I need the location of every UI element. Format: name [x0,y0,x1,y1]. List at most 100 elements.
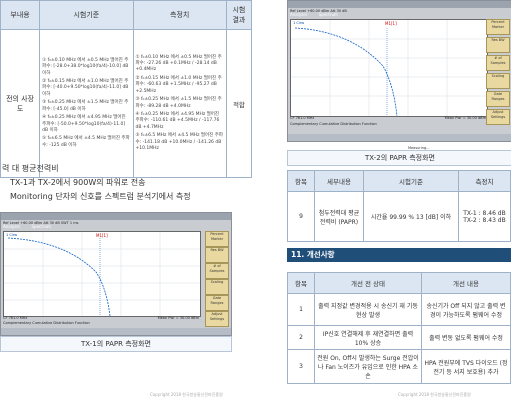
measurement-line: ② f₀±0.15 MHz 에서 ±1.0 MHz 떨어진 주파수: -60.6… [135,75,222,94]
att-value: 30 dB [49,221,60,225]
side-button-adjust[interactable]: Adjust Settings [486,109,510,125]
row-no: 2 [287,325,315,350]
tx1-ccdf-plot: 1 Clrw M1[1] [3,231,201,317]
row-no: 3 [287,349,315,384]
header-detail: 부내용 [0,0,41,30]
freq-start: CF 761.0 MHz [3,316,28,320]
analyzer-mode: Spectrum [31,224,51,229]
ref-value: +60.00 dBm [20,221,43,225]
header-before: 개선 전 상태 [314,272,422,294]
row-after: HPA 전원부에 TVS 다이오드 (정전기 등 서지 보호용) 추가 [421,349,511,384]
tx2-analyzer-screenshot: Analyzer Spectrum Ref Level +60.00 dBm A… [287,0,511,150]
analyzer-status-bar: Measuring... [288,134,511,150]
ref-label: Ref Level [3,221,20,225]
header-item-no: 항목 [287,272,315,294]
ref-value: +60.00 dBm [307,9,330,13]
side-button-res-bw[interactable]: Res BW [486,37,510,53]
papr-table: 항목 세부내용 시험기준 측정치 9 첨두전력대 평균전력비 (PAPR) 시간… [287,170,511,242]
ccdf-title: Complementary Cumulative Distribution Fu… [3,321,90,325]
analyzer-title-bar: Analyzer Spectrum [288,1,511,17]
freq-start: CF 761.0 MHz [290,116,315,120]
table-row: 2 IP신호 연결해제 후 재연결하면 출력 10% 상승 출력 변동 없도록 … [287,325,511,350]
measurement-line: ① f₀±0.10 MHz 에서 ±0.5 MHz 떨어진 주파수: -27.2… [135,54,222,73]
side-button-adjust[interactable]: Adjust Settings [205,311,229,327]
analyzer-status-bar: Measuring... [1,328,231,344]
measurement-tx2: TX-2 : 8.43 dB [463,216,506,224]
standard-line: ② f₀±0.15 MHz 에서 ±1.0 MHz 떨어진 주파수: [-40.… [42,79,129,97]
row-before: 전원 On, Off시 발생하는 Surge 전압이나 Fan 노이즈가 유입으… [314,349,422,384]
att-label: Att [330,9,336,13]
ref-label: Ref Level [290,9,307,13]
mean-power: Mean Pwr = 30.00 dBm [157,316,199,320]
tx2-caption: TX-2의 PAPR 측정화면 [287,150,511,166]
att-label: Att [43,221,49,225]
measurement-line: ④ f₀±0.25 MHz 에서 ±4.95 MHz 떨어진 주파수: -110… [135,111,220,130]
header-result: 시험 결과 [225,0,253,30]
header-detail: 세부내용 [314,170,364,192]
header-standard: 시험기준 [363,170,459,192]
measurement-line: ③ f₀±0.25 MHz 에서 ±1.5 MHz 떨어진 주파수: -89.2… [135,97,222,109]
table-row: 1 출력 지정값 변경적용 시 송신기 재 기동 현상 발생 송신기가 Off … [287,293,511,326]
side-button-gate-ranges[interactable]: Gate Ranges [205,295,229,311]
left-copyright: Copyright 2018 한국방송통신전파진흥원 [150,392,223,397]
tx1-caption: TX-1의 PAPR 측정화면 [0,336,232,352]
trace-label: 1 Clrw [6,233,18,237]
improvements-table: 항목 개선 전 상태 개선 내용 1 출력 지정값 변경적용 시 송신기 재 기… [287,272,511,384]
side-button-res-bw[interactable]: Res BW [205,247,229,263]
header-measurement: 측정치 [458,170,511,192]
result-cell: 적합 [225,29,253,178]
sweep-label: SWT [60,221,69,225]
row-before: 출력 지정값 변경적용 시 송신기 재 기동 현상 발생 [314,293,422,326]
mean-power: Mean Pwr = 30.00 dBm [444,116,486,120]
side-button-samples[interactable]: # of Samples [205,263,229,279]
tx1-ccdf-curve [4,232,200,316]
measurement-line: ⑤ f₀±6.5 MHz 에서 ±4.5 MHz 떨어진 주파수: -141.1… [135,133,224,151]
para-line-3: Monitoring 단자의 신호를 스펙트럼 분석기에서 측정 [10,192,191,201]
side-button-percent-marker[interactable]: Percent Marker [205,231,229,247]
header-standard: 시험기준 [39,0,134,30]
standard-line: ⑤ f₀±6.5 MHz 에서 ±4.5 MHz 떨어진 주파수: -125 d… [42,136,130,148]
tx1-analyzer-screenshot: Analyzer Spectrum Ref Level +60.00 dBm A… [0,212,232,344]
row-item: 첨두전력대 평균전력비 (PAPR) [314,191,364,242]
row-after: 출력 변동 없도록 펌웨어 수정 [421,325,511,350]
row-no: 1 [287,293,315,326]
marker-label: M1[1] [96,233,108,238]
row-after: 송신기가 Off 되지 않고 출력 변경이 가능하도록 펌웨어 수정 [421,293,511,326]
right-copyright: Copyright 2018 한국방송통신전파진흥원 [398,392,471,397]
table-row: 3 전원 On, Off시 발생하는 Surge 전압이나 Fan 노이즈가 유… [287,349,511,384]
analyzer-mode: Spectrum [318,12,338,17]
sweep-value: 1 ms [69,221,79,225]
side-button-samples[interactable]: # of Samples [486,55,510,71]
side-button-percent-marker[interactable]: Percent Marker [486,19,510,35]
header-item-no: 항목 [287,170,315,192]
analyzer-brand: Analyzer [3,224,21,229]
tx2-ccdf-curve [291,20,487,116]
tx2-ccdf-plot: 1 Clrw M1[1] [290,19,488,117]
side-button-scaling[interactable]: Scaling [486,73,510,89]
left-measurement-table: 부내용 시험기준 측정치 시험 결과 전의 사장도 ① f₀±0.10 MHz … [0,0,253,178]
header-measurement: 측정치 [132,0,227,30]
standard-line: ④ f₀±0.25 MHz 에서 ±4.95 MHz 떨어진 주파수: [-50… [42,115,126,133]
section-title-improvements: 11. 개선사항 [287,248,511,262]
trace-label: 1 Clrw [293,21,305,25]
row-before: IP신호 연결해제 후 재연결하면 출력 10% 상승 [314,325,422,350]
standard-line: ① f₀±0.10 MHz 에서 ±0.5 MHz 떨어진 주파수: [-28.… [42,57,129,76]
measurement-cell: ① f₀±0.10 MHz 에서 ±0.5 MHz 떨어진 주파수: -27.2… [132,29,227,178]
row-no: 9 [287,191,315,242]
marker-label: M1[1] [385,21,397,26]
status-text: Measuring... [408,146,430,150]
analyzer-title-bar: Analyzer Spectrum [1,213,231,229]
att-value: 30 dB [336,9,347,13]
side-button-scaling[interactable]: Scaling [205,279,229,295]
standard-cell: ① f₀±0.10 MHz 에서 ±0.5 MHz 떨어진 주파수: [-28.… [39,29,134,178]
standard-line: ③ f₀±0.25 MHz 에서 ±1.5 MHz 떨어진 주파수: [-45.… [42,100,129,112]
measurement-tx1: TX-1 : 8.46 dB [463,209,506,217]
para-line-2: TX-1과 TX-2에서 900W의 파워로 전송 [10,178,146,187]
analyzer-brand: Analyzer [290,12,308,17]
row-standard: 시간율 99.99 % 13 [dB] 이하 [363,191,459,242]
row-measurement: TX-1 : 8.46 dB TX-2 : 8.43 dB [458,191,511,242]
ccdf-title: Complementary Cumulative Distribution Fu… [290,122,377,126]
side-button-gate-ranges[interactable]: Gate Ranges [486,91,510,107]
row-item: 전의 사장도 [0,29,41,178]
para-line-1: 력 대 평균전력비 [2,164,59,173]
